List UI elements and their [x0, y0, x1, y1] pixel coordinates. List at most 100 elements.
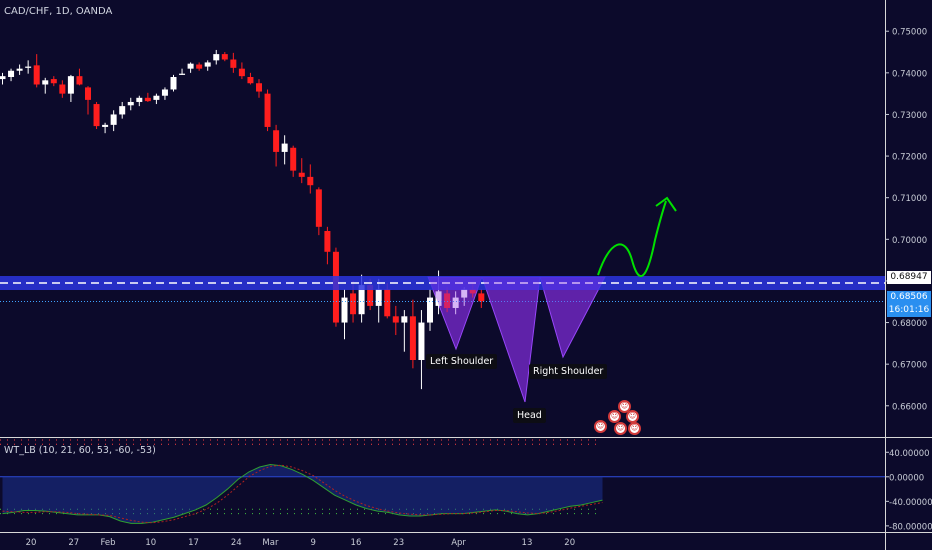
candle-body [179, 73, 186, 75]
time-tick-label: Mar [262, 538, 279, 548]
reaction-icon[interactable]: ☺ [626, 410, 639, 423]
candle-body [307, 176, 314, 186]
candle-body [418, 322, 425, 361]
reaction-icons[interactable]: ☺ ☺ ☺ ☺ ☺ ☺ [590, 400, 642, 438]
indicator-tick-label: -80.00000 [889, 522, 932, 532]
candle-body [315, 189, 322, 227]
candle-body [444, 293, 451, 308]
indicator-tick-label: -40.00000 [889, 498, 932, 508]
candle-body [273, 130, 280, 152]
current-price-tag: 0.68506 [887, 291, 931, 304]
candle-body [478, 293, 485, 302]
time-tick-label: 20 [26, 538, 37, 548]
symbol-title: CAD/CHF, 1D, OANDA [4, 6, 113, 17]
candle-body [461, 289, 468, 298]
candle-body [187, 63, 194, 69]
candle-body [264, 93, 271, 127]
price-tick-label: 0.71000 [892, 194, 927, 204]
reaction-icon[interactable]: ☺ [614, 422, 627, 435]
candle-body [341, 297, 348, 323]
candle-body [76, 76, 83, 85]
time-tick-label: Feb [100, 538, 115, 548]
candle-body [427, 297, 433, 323]
candle-body [324, 230, 331, 252]
reaction-icon[interactable]: ☺ [628, 422, 641, 435]
candle-body [153, 95, 160, 100]
time-tick-label: 9 [310, 538, 315, 548]
wt-area [2, 464, 603, 524]
candle-body [136, 97, 143, 102]
time-tick-label: 23 [393, 538, 404, 548]
time-tick-label: 10 [145, 538, 156, 548]
candle-body [298, 172, 305, 177]
candle-body [392, 316, 399, 323]
candle-body [119, 106, 126, 115]
candle-body [93, 104, 100, 127]
candle-body [375, 289, 382, 306]
overlay-lines [0, 196, 885, 402]
candle-body [350, 293, 357, 315]
candle-body [256, 83, 262, 92]
candle-body [33, 65, 40, 85]
time-tick-label: 17 [188, 538, 199, 548]
projection-arrowhead [655, 196, 677, 212]
time-tick-label: 20 [564, 538, 575, 548]
candle-body [221, 54, 228, 60]
candle-body [196, 64, 203, 69]
candle-body [213, 54, 220, 61]
candle-body [25, 66, 32, 68]
countdown-tag: 16:01:16 [887, 304, 931, 317]
indicator-title: WT_LB (10, 21, 60, 53, -60, -53) [4, 445, 156, 456]
candle-body [409, 316, 416, 361]
projection-arrow [597, 200, 667, 277]
price-tick-label: 0.70000 [892, 236, 927, 246]
candle-body [170, 76, 177, 90]
candle-body [110, 114, 117, 125]
left-shoulder-label: Left Shoulder [426, 354, 498, 369]
right-shoulder-label: Right Shoulder [529, 364, 608, 379]
candle-body [435, 291, 442, 306]
candle-body [247, 76, 254, 84]
reaction-icon[interactable]: ☺ [618, 400, 631, 413]
price-tick-label: 0.72000 [892, 153, 927, 163]
candle-body [144, 97, 151, 102]
pattern-triangle-overlay [428, 277, 482, 349]
indicator-tick-label: 40.00000 [889, 449, 930, 459]
candle-body [0, 76, 6, 80]
candle-body [469, 289, 476, 294]
head-label: Head [513, 408, 546, 423]
price-tick-label: 0.75000 [892, 28, 927, 38]
candle-body [384, 289, 391, 317]
candle-body [102, 124, 109, 127]
price-tick-label: 0.73000 [892, 111, 927, 121]
reaction-icon[interactable]: ☺ [608, 410, 621, 423]
candle-body [59, 84, 66, 94]
price-tick-label: 0.74000 [892, 69, 927, 79]
time-tick-label: 24 [231, 538, 242, 548]
candle-body [8, 70, 15, 77]
indicator-tick-label: 0.00000 [889, 473, 924, 483]
candle-body [16, 68, 23, 71]
candle-body [161, 89, 168, 96]
reaction-icon[interactable]: ☺ [594, 420, 607, 433]
time-tick-label: 16 [351, 538, 362, 548]
candle-body [230, 59, 237, 68]
time-tick-label: Apr [451, 538, 466, 548]
candle-body [50, 79, 57, 84]
price-tick-label: 0.66000 [892, 402, 927, 412]
time-tick-label: 13 [522, 538, 533, 548]
candle-body [290, 147, 297, 171]
wt2-line [2, 464, 603, 524]
candle-body [85, 87, 91, 100]
neckline-price-tag: 0.68947 [887, 271, 931, 284]
candle-body [367, 285, 374, 306]
candle-body [281, 143, 288, 152]
time-tick-label: 27 [68, 538, 79, 548]
candle-body [127, 101, 134, 106]
candle-body [67, 76, 74, 94]
price-tick-label: 0.68000 [892, 319, 927, 329]
candle-body [452, 297, 459, 308]
